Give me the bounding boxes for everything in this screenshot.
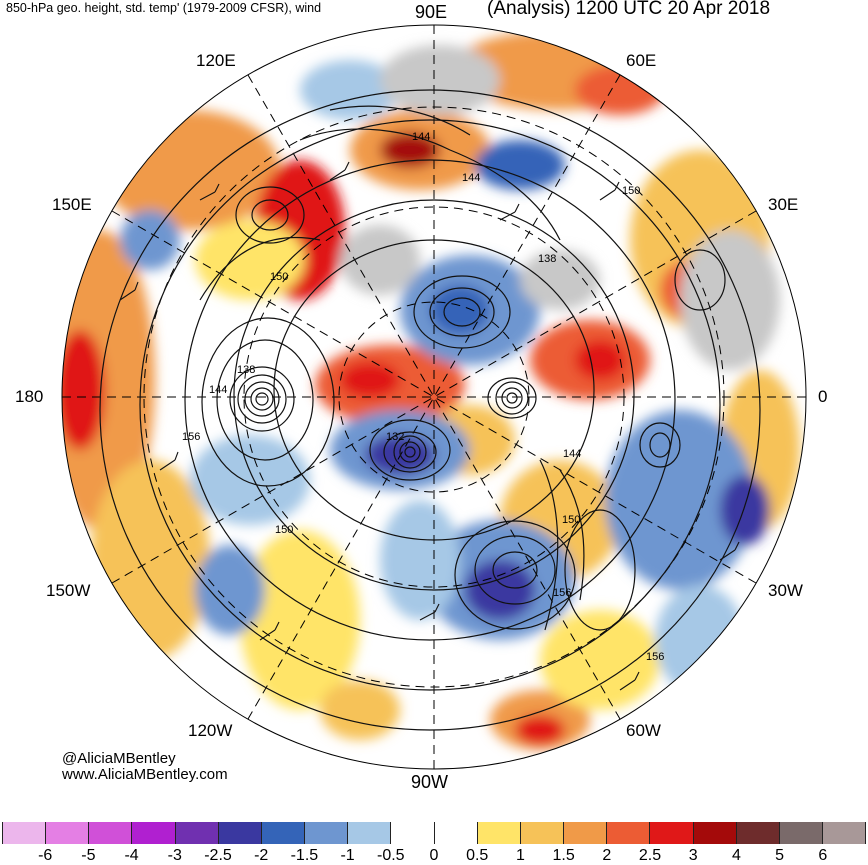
colorbar-swatch — [693, 822, 737, 844]
colorbar-swatch — [736, 822, 780, 844]
colorbar-labels: -6 -5 -4 -3 -2.5 -2 -1.5 -1 -0.5 0 0.5 1 1.5 2 2.5 3 4 5 6 — [2, 847, 866, 865]
contour-label: 144 — [563, 448, 581, 460]
colorbar-swatch — [89, 822, 133, 844]
colorbar-swatch — [46, 822, 90, 844]
lon-label-90e: 90E — [415, 2, 448, 22]
contour-label: 144 — [209, 384, 227, 396]
colorbar-swatch — [520, 822, 565, 844]
wind-barbs — [119, 161, 740, 691]
lon-label-150w: 150W — [46, 581, 91, 600]
contour-label: 150 — [275, 524, 293, 536]
lon-label-60w: 60W — [626, 721, 661, 740]
colorbar-swatch — [391, 822, 435, 844]
lon-label-30w: 30W — [768, 581, 803, 600]
colorbar-tick-label: 5 — [775, 847, 785, 864]
contour-label: 138 — [538, 253, 556, 265]
colorbar-tick-label: 6 — [818, 847, 828, 864]
colorbar-swatch — [2, 822, 47, 844]
lon-label-90w: 90W — [411, 772, 449, 792]
colorbar-swatch — [348, 822, 392, 844]
lon-label-60e: 60E — [626, 51, 657, 70]
lon-label-120w: 120W — [188, 721, 233, 740]
colorbar-tick-label: -2.5 — [204, 847, 232, 864]
colorbar-tick-label: -1 — [340, 847, 355, 864]
colorbar-swatch — [779, 822, 823, 844]
colorbar-tick-label: -0.5 — [377, 847, 405, 864]
map-boundary — [61, 24, 807, 770]
colorbar-tick-label: 2.5 — [638, 847, 662, 864]
contour-label: 150 — [270, 271, 288, 283]
contour-label: 144 — [412, 131, 430, 143]
colorbar-swatch — [564, 822, 608, 844]
contour-label: 138 — [237, 364, 255, 376]
colorbar-swatch — [175, 822, 219, 844]
colorbar-swatch — [477, 822, 521, 844]
colorbar-swatch — [650, 822, 694, 844]
height-contours — [99, 89, 761, 731]
lon-label-150e: 150E — [52, 195, 92, 214]
contour-label: 156 — [553, 587, 571, 599]
contour-label-group: 144 144 150 138 150 138 144 156 132 144 … — [182, 131, 664, 663]
contour-label: 156 — [646, 651, 664, 663]
colorbar-tick-label: -5 — [81, 847, 96, 864]
polar-map: 144 144 150 138 150 138 144 156 132 144 … — [61, 24, 807, 770]
colorbar-tick-label: 4 — [731, 847, 741, 864]
contour-label: 156 — [182, 431, 200, 443]
contour-label: 144 — [462, 172, 480, 184]
colorbar-swatch — [607, 822, 651, 844]
colorbar-tick-label: 2 — [602, 847, 612, 864]
colorbar-tick-label: 0.5 — [466, 847, 489, 864]
colorbar-tick-label: 1 — [515, 847, 525, 864]
contour-label: 150 — [562, 514, 580, 526]
colorbar-swatch — [822, 822, 867, 844]
colorbar-tick-label: -6 — [38, 847, 53, 864]
colorbar-swatch — [434, 822, 478, 844]
colorbar-tick-label: -2 — [254, 847, 269, 864]
lon-label-0: 0 — [818, 387, 828, 406]
colorbar-swatch — [305, 822, 349, 844]
map-disk: 144 144 150 138 150 138 144 156 132 144 … — [62, 25, 806, 769]
colorbar-tick-label: -1.5 — [290, 847, 319, 864]
colorbar-tick-label: -3 — [167, 847, 182, 864]
colorbar — [2, 822, 867, 844]
colorbar-swatch — [261, 822, 306, 844]
contour-label: 150 — [622, 185, 640, 197]
colorbar-swatch — [218, 822, 262, 844]
credit-handle: @AliciaMBentley — [62, 750, 176, 767]
colorbar-tick-label: 1.5 — [552, 847, 575, 864]
map-title: 850-hPa geo. height, std. temp' (1979-20… — [6, 1, 322, 15]
colorbar-tick-label: 3 — [688, 847, 698, 864]
credit-website[interactable]: www.AliciaMBentley.com — [62, 766, 228, 783]
contour-label: 132 — [386, 431, 404, 443]
lon-label-30e: 30E — [768, 195, 799, 214]
colorbar-tick-label: -4 — [124, 847, 139, 864]
temperature-anomaly-field — [62, 30, 800, 750]
colorbar-tick-label: 0 — [429, 847, 439, 864]
colorbar-swatch — [132, 822, 176, 844]
lon-label-180: 180 — [15, 387, 44, 406]
lon-label-120e: 120E — [196, 51, 236, 70]
map-valid-time: (Analysis) 1200 UTC 20 Apr 2018 — [487, 0, 771, 19]
